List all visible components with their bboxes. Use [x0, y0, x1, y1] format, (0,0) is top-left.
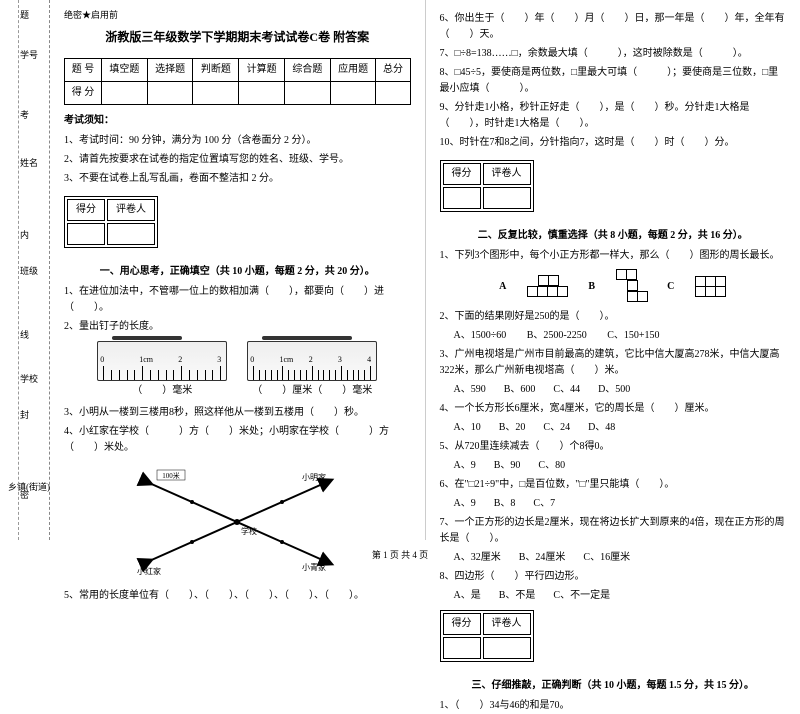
- q6: 6、你出生于（ ）年（ ）月（ ）日，那一年是（ ）年，全年有（ ）天。: [440, 11, 787, 43]
- q5: 5、常用的长度单位有（ ）、（ ）、（ ）、（ ）、（ ）。: [64, 588, 411, 604]
- q4: 4、小红家在学校（ ）方（ ）米处；小明家在学校（ ）方（ ）米处。: [64, 424, 411, 456]
- q3: 3、小明从一楼到三楼用8秒，照这样他从一楼到五楼用（ ）秒。: [64, 405, 411, 421]
- svg-text:学校: 学校: [241, 526, 257, 536]
- s2q4-opts: A、10B、20C、24D、48: [454, 420, 787, 436]
- vt-0: 题: [18, 10, 31, 27]
- shape-b: [617, 270, 649, 303]
- page-footer: 第 1 页 共 4 页: [0, 548, 800, 561]
- s2q2-opts: A、1500÷60 B、2500-2250 C、150+150: [454, 328, 787, 344]
- gb1-b: 评卷人: [107, 199, 155, 221]
- st-s1: [101, 81, 147, 104]
- svg-text:小青家: 小青家: [302, 562, 326, 572]
- dash-line: [18, 0, 19, 540]
- svg-text:小明家: 小明家: [302, 472, 326, 482]
- s2q5-opts: A、9B、90C、80: [454, 458, 787, 474]
- sec1-title: 一、用心思考，正确填空（共 10 小题，每题 2 分，共 20 分）。: [64, 264, 411, 280]
- binding-sidebar: 学号 姓名 班级 学校 乡镇(街道) 题 考 内 线 封 密: [0, 0, 50, 540]
- vt-2: 内: [18, 230, 31, 247]
- sec2-title: 二、反复比较，慎重选择（共 8 小题，每题 2 分，共 16 分）。: [440, 228, 787, 244]
- ruler-b: [247, 341, 377, 381]
- s2q4: 4、一个长方形长6厘米，宽4厘米，它的周长是（ ）厘米。: [440, 401, 787, 417]
- pen-a: [112, 336, 182, 340]
- q7: 7、□÷8=138……□，余数最大填（ ），这时被除数是（ ）。: [440, 46, 787, 62]
- ruler-a: [97, 341, 227, 381]
- left-column: 绝密★启用前 浙教版三年级数学下学期期末考试试卷C卷 附答案 题 号 填空题 选…: [50, 0, 426, 540]
- confidential-label: 绝密★启用前: [64, 8, 411, 22]
- vt-4: 封: [18, 410, 31, 427]
- notice-head: 考试须知：: [64, 113, 411, 129]
- gb2-a: 得分: [443, 163, 481, 185]
- direction-diagram: 100米 小明家 小青家 小红家 学校: [127, 462, 347, 582]
- s2q1: 1、下列3个图形中，每个小正方形都一样大，那么（ ）图形的周长最长。: [440, 248, 787, 264]
- sb-banji: 班级: [8, 264, 50, 277]
- s2q3: 3、广州电视塔是广州市目前最高的建筑，它比中信大厦高278米，中信大厦高322米…: [440, 347, 787, 379]
- shape-a: [528, 276, 570, 297]
- shape-c-label: C: [667, 279, 674, 295]
- q2: 2、量出钉子的长度。: [64, 319, 411, 335]
- notice-2: 2、请首先按要求在试卷的指定位置填写您的姓名、班级、学号。: [64, 152, 411, 168]
- sb-xuexiao: 学校: [8, 372, 50, 385]
- notices: 1、考试时间：90 分钟，满分为 100 分（含卷面分 2 分）。 2、请首先按…: [64, 133, 411, 187]
- svg-text:小红家: 小红家: [137, 566, 161, 576]
- gb3-a: 得分: [443, 613, 481, 635]
- gb2-b: 评卷人: [483, 163, 531, 185]
- right-column: 6、你出生于（ ）年（ ）月（ ）日，那一年是（ ）年，全年有（ ）天。 7、□…: [426, 0, 800, 540]
- vt-1: 考: [18, 110, 31, 127]
- grade-box-3: 得分 评卷人: [440, 610, 534, 662]
- notice-1: 1、考试时间：90 分钟，满分为 100 分（含卷面分 2 分）。: [64, 133, 411, 149]
- shape-b-label: B: [588, 279, 595, 295]
- shape-c: [696, 277, 726, 297]
- q8: 8、□45÷5，要使商是两位数，□里最大可填（ ）；要使商是三位数，□里最小应填…: [440, 65, 787, 97]
- shapes-row: A B C: [440, 270, 787, 303]
- q10: 10、时针在7和8之间，分针指向7，这时是（ ）时（ ）分。: [440, 135, 787, 151]
- score-table: 题 号 填空题 选择题 判断题 计算题 综合题 应用题 总分 得 分: [64, 58, 411, 105]
- st-h3: 判断题: [193, 58, 239, 81]
- notice-3: 3、不要在试卷上乱写乱画，卷面不整洁扣 2 分。: [64, 171, 411, 187]
- sb-xuehao: 学号: [8, 48, 50, 61]
- st-h7: 总分: [376, 58, 410, 81]
- st-h2: 选择题: [147, 58, 193, 81]
- s2q3-opts: A、590B、600C、44D、500: [454, 382, 787, 398]
- ruler-a-label: （ ）毫米: [97, 383, 227, 399]
- gb1-a: 得分: [67, 199, 105, 221]
- grade-box-1: 得分 评卷人: [64, 196, 158, 248]
- st-h5: 综合题: [284, 58, 330, 81]
- st-h4: 计算题: [239, 58, 285, 81]
- s2q2: 2、下面的结果刚好是250的是（ ）。: [440, 309, 787, 325]
- q1: 1、在进位加法中，不管哪一位上的数相加满（ ），都要向（ ）进（ ）。: [64, 284, 411, 316]
- svg-text:100米: 100米: [163, 471, 181, 480]
- pen-b: [262, 336, 352, 340]
- s2q6: 6、在"□21÷9"中，□是百位数，"□"里只能填（ ）。: [440, 477, 787, 493]
- s2q8-opts: A、是B、不是C、不一定是: [454, 588, 787, 604]
- s2q7: 7、一个正方形的边长是2厘米，现在将边长扩大到原来的4倍，现在正方形的周长是（ …: [440, 515, 787, 547]
- shape-a-label: A: [499, 279, 506, 295]
- vt-5: 密: [18, 490, 31, 507]
- st-h0: 题 号: [65, 58, 102, 81]
- q9: 9、分针走1小格，秒针正好走（ ），是（ ）秒。分针走1大格是（ ），时针走1大…: [440, 100, 787, 132]
- ruler-row: （ ）毫米 （ ）厘米（ ）毫米: [64, 341, 411, 399]
- st-h6: 应用题: [330, 58, 376, 81]
- exam-title: 浙教版三年级数学下学期期末考试试卷C卷 附答案: [64, 28, 411, 47]
- st-h1: 填空题: [101, 58, 147, 81]
- ruler-b-label: （ ）厘米（ ）毫米: [247, 383, 377, 399]
- st-s0: 得 分: [65, 81, 102, 104]
- s2q5: 5、从720里连续减去（ ）个8得0。: [440, 439, 787, 455]
- s2q6-opts: A、9B、8C、7: [454, 496, 787, 512]
- sec3-title: 三、仔细推敲，正确判断（共 10 小题，每题 1.5 分，共 15 分）。: [440, 678, 787, 694]
- s2q8: 8、四边形（ ）平行四边形。: [440, 569, 787, 585]
- sb-xingming: 姓名: [8, 156, 50, 169]
- grade-box-2: 得分 评卷人: [440, 160, 534, 212]
- vt-3: 线: [18, 330, 31, 347]
- gb3-b: 评卷人: [483, 613, 531, 635]
- s3q1: 1、（ ）34与46的和是70。: [440, 698, 787, 714]
